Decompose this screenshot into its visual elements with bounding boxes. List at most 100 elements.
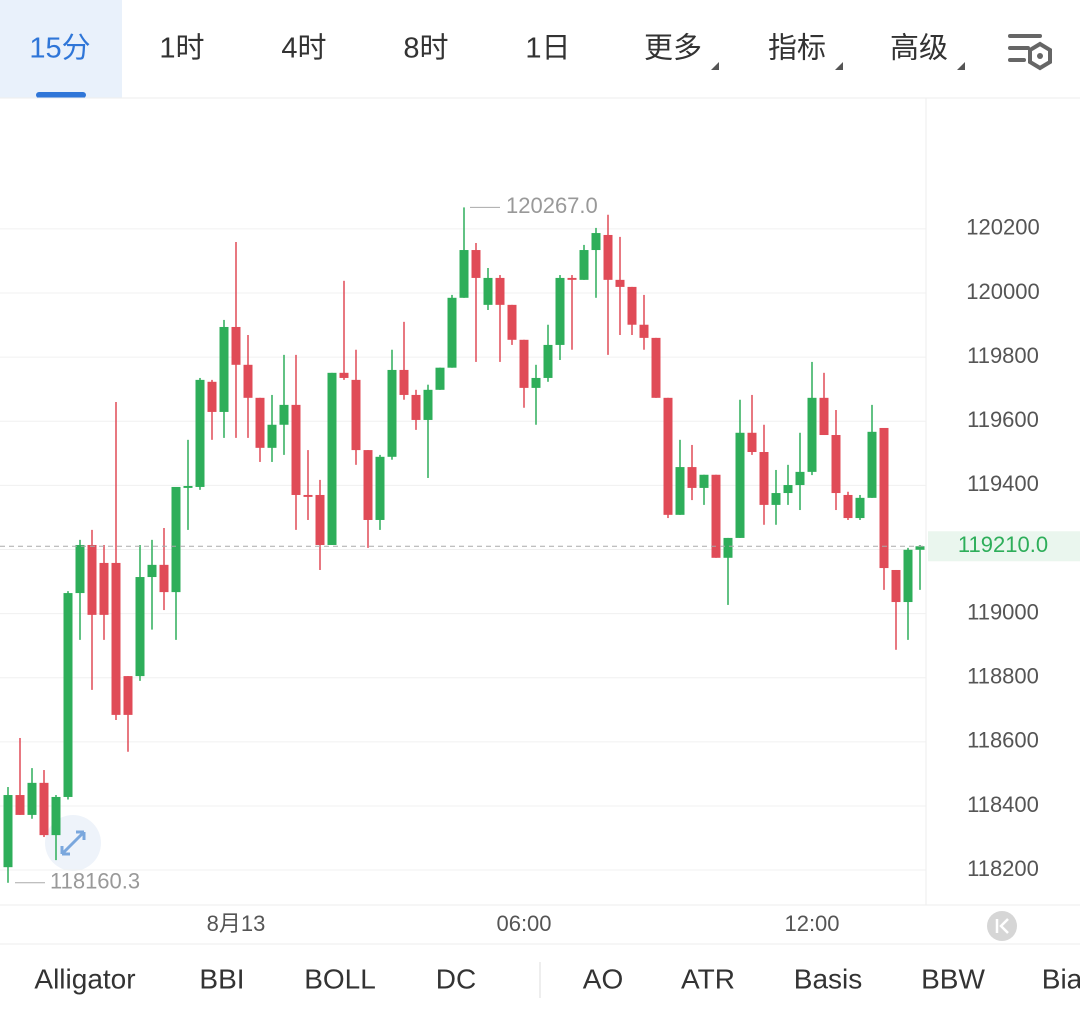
candle-body	[543, 344, 553, 378]
candle-body	[435, 367, 445, 390]
candle-body	[99, 562, 109, 615]
tab[interactable]: 1日	[525, 33, 570, 65]
candle-body	[915, 546, 925, 550]
candle-body	[135, 577, 145, 677]
candle-body	[411, 394, 421, 420]
indicator[interactable]: BBW	[921, 963, 985, 994]
candle-body	[675, 467, 685, 515]
y-tick-label: 119000	[967, 599, 1039, 624]
candle-body	[687, 467, 697, 488]
candle-body	[651, 337, 661, 398]
candle-body	[483, 277, 493, 305]
candle-body	[27, 782, 37, 815]
tab[interactable]: 高级	[890, 32, 948, 65]
candle-body	[711, 474, 721, 558]
tab[interactable]: 4时	[281, 32, 326, 65]
candle-body	[327, 372, 337, 545]
candle-body	[819, 397, 829, 436]
y-tick-label: 119800	[967, 343, 1039, 368]
candle-body	[255, 397, 265, 448]
y-tick-label: 118600	[967, 728, 1039, 753]
candle-body	[219, 326, 229, 412]
candle-body	[735, 432, 745, 538]
candle-body	[531, 377, 541, 388]
dropdown-caret	[957, 62, 965, 70]
candle-body	[15, 795, 25, 815]
candle-body	[555, 277, 565, 345]
candle-body	[867, 431, 877, 498]
candle-body	[855, 497, 865, 519]
candle-body	[447, 297, 457, 368]
candle-body	[843, 494, 853, 519]
candle-body	[831, 435, 841, 494]
candle-body	[663, 397, 673, 515]
candle-body	[63, 593, 73, 797]
indicator[interactable]: Bia	[1042, 963, 1080, 994]
candle-body	[759, 452, 769, 505]
candle-body	[195, 379, 205, 487]
candle-body	[51, 796, 61, 836]
dropdown-caret	[711, 62, 719, 70]
candle-body	[111, 562, 121, 715]
y-tick-label: 120000	[966, 279, 1039, 304]
scroll-latest-button[interactable]	[987, 911, 1017, 941]
candle-body	[783, 485, 793, 494]
candle-body	[771, 493, 781, 505]
dropdown-caret	[835, 62, 843, 70]
candle-body	[807, 397, 817, 472]
candle-body	[639, 324, 649, 338]
candle-body	[363, 450, 373, 520]
settings-icon[interactable]	[1008, 34, 1052, 71]
indicator[interactable]: ATR	[681, 963, 735, 994]
candle-body	[159, 564, 169, 593]
candle-body	[579, 250, 589, 280]
y-tick-label: 118800	[967, 664, 1039, 689]
max-label: 120267.0	[506, 193, 598, 218]
indicator[interactable]: AO	[583, 963, 623, 994]
y-tick-label: 119400	[967, 471, 1039, 496]
indicator[interactable]: BOLL	[304, 963, 376, 994]
indicator[interactable]: BBI	[199, 963, 244, 994]
tab[interactable]: 1时	[159, 32, 204, 65]
x-tick-label: 8月13	[207, 911, 266, 936]
tab[interactable]: 指标	[768, 32, 826, 65]
indicator[interactable]: Alligator	[34, 963, 135, 994]
candle-body	[567, 277, 577, 280]
candle-body	[351, 379, 361, 451]
active-tab-underline	[36, 92, 86, 98]
tab[interactable]: 8时	[403, 32, 448, 65]
y-tick-label: 120200	[966, 215, 1039, 240]
candle-body	[459, 250, 469, 298]
tab[interactable]: 15分	[29, 33, 90, 65]
candle-body	[375, 456, 385, 520]
candle-body	[591, 233, 601, 251]
candle-body	[507, 304, 517, 340]
candle-body	[699, 474, 709, 488]
y-tick-label: 118200	[967, 856, 1039, 881]
candle-body	[171, 486, 181, 593]
candle-body	[399, 369, 409, 395]
candle-body	[303, 494, 313, 497]
candle-body	[291, 404, 301, 495]
candle-body	[471, 250, 481, 278]
candle-body	[315, 494, 325, 545]
candle-body	[879, 427, 889, 569]
tab[interactable]: 更多	[644, 32, 702, 65]
min-label: 118160.3	[50, 869, 140, 894]
candle-body	[267, 424, 277, 448]
candle-body	[627, 286, 637, 325]
indicator[interactable]: DC	[436, 963, 476, 994]
y-tick-label: 118400	[967, 792, 1039, 817]
last-price-box	[928, 531, 1080, 562]
candle-body	[243, 364, 253, 398]
indicator[interactable]: Basis	[794, 963, 862, 994]
candle-body	[207, 381, 217, 412]
x-tick-label: 12:00	[784, 911, 839, 936]
last-price-label: 119210.0	[958, 532, 1048, 557]
candle-body	[147, 564, 157, 578]
candle-body	[603, 234, 613, 280]
candle-body	[891, 569, 901, 603]
candle-body	[87, 544, 97, 615]
